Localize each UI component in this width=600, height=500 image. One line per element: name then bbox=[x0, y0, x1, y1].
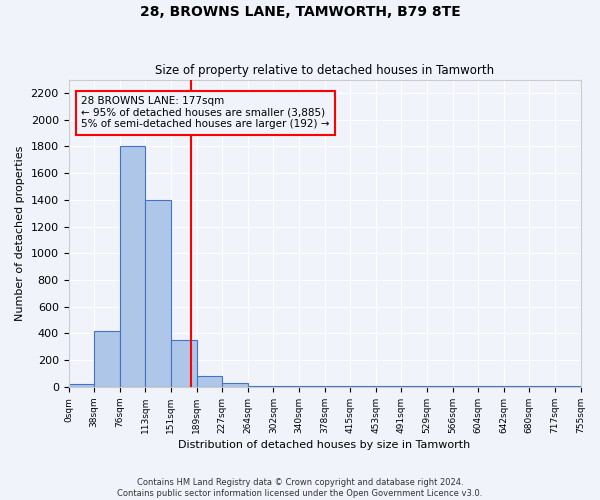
Text: Contains HM Land Registry data © Crown copyright and database right 2024.
Contai: Contains HM Land Registry data © Crown c… bbox=[118, 478, 482, 498]
Bar bbox=[197, 376, 222, 387]
Y-axis label: Number of detached properties: Number of detached properties bbox=[15, 146, 25, 321]
Bar bbox=[222, 383, 248, 387]
Text: 28, BROWNS LANE, TAMWORTH, B79 8TE: 28, BROWNS LANE, TAMWORTH, B79 8TE bbox=[140, 5, 460, 19]
Bar bbox=[299, 386, 325, 387]
Bar bbox=[555, 386, 581, 387]
Bar bbox=[325, 386, 350, 387]
Bar bbox=[529, 386, 555, 387]
Bar bbox=[120, 146, 145, 387]
Bar bbox=[248, 386, 274, 387]
Text: 28 BROWNS LANE: 177sqm
← 95% of detached houses are smaller (3,885)
5% of semi-d: 28 BROWNS LANE: 177sqm ← 95% of detached… bbox=[81, 96, 329, 130]
Bar bbox=[401, 386, 427, 387]
Bar bbox=[171, 340, 197, 387]
Bar bbox=[350, 386, 376, 387]
Bar bbox=[452, 386, 478, 387]
Bar bbox=[94, 331, 120, 387]
Bar bbox=[68, 384, 94, 387]
Title: Size of property relative to detached houses in Tamworth: Size of property relative to detached ho… bbox=[155, 64, 494, 77]
Bar bbox=[504, 386, 529, 387]
Bar bbox=[274, 386, 299, 387]
Bar bbox=[376, 386, 401, 387]
X-axis label: Distribution of detached houses by size in Tamworth: Distribution of detached houses by size … bbox=[178, 440, 470, 450]
Bar bbox=[427, 386, 452, 387]
Bar bbox=[478, 386, 504, 387]
Bar bbox=[145, 200, 171, 387]
